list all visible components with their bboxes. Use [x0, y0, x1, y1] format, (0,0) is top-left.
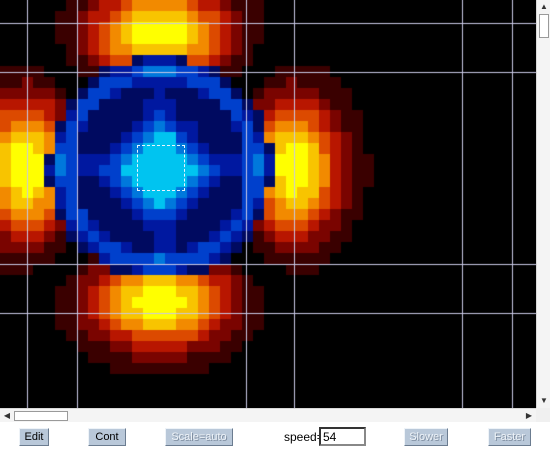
speed-label: speed= — [284, 430, 324, 444]
edit-button[interactable]: Edit — [19, 428, 49, 446]
vertical-scrollbar[interactable]: ▲ ▼ — [536, 0, 550, 408]
speed-input[interactable] — [319, 427, 366, 446]
scale-auto-button[interactable]: Scale=auto — [165, 428, 233, 446]
scroll-right-arrow-icon[interactable]: ▶ — [525, 411, 533, 420]
horizontal-scroll-thumb[interactable] — [14, 411, 68, 421]
horizontal-scrollbar[interactable]: ◀ ▶ — [0, 408, 536, 422]
simulation-viewport[interactable] — [0, 0, 536, 408]
faster-button[interactable]: Faster — [488, 428, 531, 446]
vertical-scroll-thumb[interactable] — [539, 14, 549, 38]
scrollbar-corner — [536, 408, 550, 422]
continue-button[interactable]: Cont — [88, 428, 126, 446]
wave-heatmap[interactable] — [0, 0, 536, 408]
slower-button[interactable]: Slower — [404, 428, 448, 446]
scroll-left-arrow-icon[interactable]: ◀ — [3, 411, 11, 420]
control-bar: Edit Cont Scale=auto speed= Slower Faste… — [0, 422, 550, 450]
scroll-down-arrow-icon[interactable]: ▼ — [540, 396, 548, 405]
scroll-up-arrow-icon[interactable]: ▲ — [540, 2, 548, 11]
